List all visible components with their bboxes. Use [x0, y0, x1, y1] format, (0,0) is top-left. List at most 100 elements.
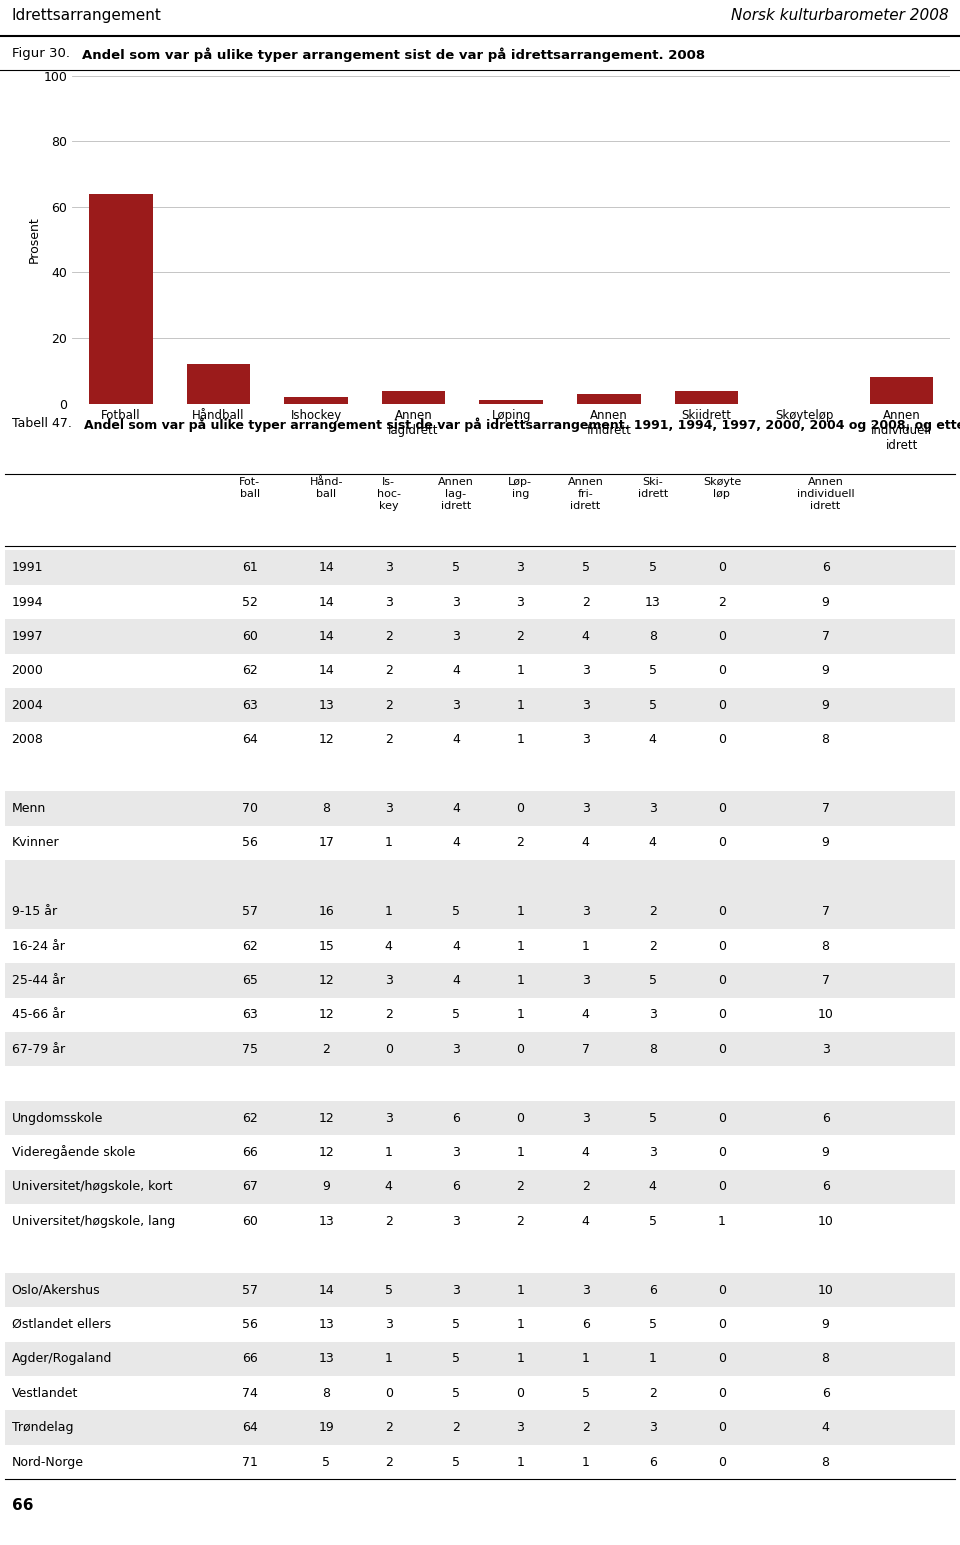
Text: 25-44 år: 25-44 år [12, 973, 64, 987]
Text: 1: 1 [516, 905, 524, 918]
Text: 6: 6 [649, 1455, 657, 1469]
Text: 1: 1 [385, 836, 393, 850]
Text: Skøyte
løp: Skøyte løp [703, 477, 741, 499]
Text: 9: 9 [822, 1318, 829, 1330]
Text: 8: 8 [822, 1455, 829, 1469]
Text: 2: 2 [385, 698, 393, 712]
Text: 3: 3 [452, 1284, 460, 1296]
Text: 13: 13 [319, 698, 334, 712]
Text: 7: 7 [582, 1043, 589, 1055]
Text: 75: 75 [242, 1043, 257, 1055]
Text: 3: 3 [582, 734, 589, 746]
Text: 14: 14 [319, 630, 334, 643]
Text: 10: 10 [818, 1009, 833, 1021]
Text: Oslo/Akershus: Oslo/Akershus [12, 1284, 100, 1296]
Text: 1: 1 [516, 1352, 524, 1366]
Text: 4: 4 [822, 1421, 829, 1434]
Text: 1: 1 [516, 973, 524, 987]
Bar [5, 620, 955, 654]
Text: 5: 5 [649, 1111, 657, 1125]
Text: 3: 3 [516, 561, 524, 575]
Text: 4: 4 [452, 836, 460, 850]
Text: Ungdomsskole: Ungdomsskole [12, 1111, 103, 1125]
Text: 0: 0 [385, 1043, 393, 1055]
Text: 2: 2 [649, 1387, 657, 1400]
Text: 8: 8 [822, 1352, 829, 1366]
Text: 5: 5 [452, 1455, 460, 1469]
Text: 2: 2 [516, 1214, 524, 1228]
Text: 4: 4 [452, 802, 460, 814]
Text: 0: 0 [718, 664, 726, 677]
Text: 2: 2 [582, 1180, 589, 1193]
Text: 57: 57 [242, 1284, 257, 1296]
Text: 3: 3 [385, 1111, 393, 1125]
Bar [5, 1170, 955, 1204]
Text: 14: 14 [319, 1284, 334, 1296]
Text: Annen
fri-
idrett: Annen fri- idrett [567, 477, 604, 511]
Text: 3: 3 [452, 630, 460, 643]
Text: Kvinner: Kvinner [12, 836, 60, 850]
Text: 5: 5 [452, 561, 460, 575]
Text: 2: 2 [385, 630, 393, 643]
Text: 1: 1 [385, 1352, 393, 1366]
Text: Ski-
idrett: Ski- idrett [637, 477, 668, 499]
Text: 45-66 år: 45-66 år [12, 1009, 64, 1021]
Bar [5, 1273, 955, 1307]
Text: 4: 4 [649, 734, 657, 746]
Text: 1: 1 [582, 1455, 589, 1469]
Text: 0: 0 [718, 836, 726, 850]
Text: 2: 2 [452, 1421, 460, 1434]
Text: 8: 8 [822, 939, 829, 953]
Text: Andel som var på ulike typer arrangement sist de var på idrettsarrangement. 2008: Andel som var på ulike typer arrangement… [82, 48, 705, 62]
Text: 70: 70 [242, 802, 257, 814]
Text: 1: 1 [385, 905, 393, 918]
Text: 6: 6 [452, 1111, 460, 1125]
Text: 0: 0 [385, 1387, 393, 1400]
Text: 4: 4 [452, 939, 460, 953]
Text: 12: 12 [319, 1009, 334, 1021]
Text: 14: 14 [319, 664, 334, 677]
Text: 5: 5 [385, 1284, 393, 1296]
Text: 1: 1 [516, 1284, 524, 1296]
Text: 5: 5 [452, 1352, 460, 1366]
Text: 7: 7 [822, 802, 829, 814]
Text: 3: 3 [649, 1421, 657, 1434]
Text: 0: 0 [718, 1318, 726, 1330]
Text: 1: 1 [516, 1318, 524, 1330]
Text: 1: 1 [649, 1352, 657, 1366]
Text: 65: 65 [242, 973, 257, 987]
Bar [5, 1032, 955, 1066]
Text: 16-24 år: 16-24 år [12, 939, 64, 953]
Text: 9: 9 [822, 664, 829, 677]
Text: 5: 5 [582, 561, 589, 575]
Text: 0: 0 [718, 630, 726, 643]
Text: 6: 6 [822, 561, 829, 575]
Text: 3: 3 [452, 595, 460, 609]
Text: Vestlandet: Vestlandet [12, 1387, 78, 1400]
Bar [5, 1411, 955, 1445]
Text: 9: 9 [822, 698, 829, 712]
Text: 0: 0 [718, 1387, 726, 1400]
Text: 0: 0 [718, 1284, 726, 1296]
Text: 5: 5 [452, 1318, 460, 1330]
Text: 0: 0 [718, 973, 726, 987]
Text: Trøndelag: Trøndelag [12, 1421, 73, 1434]
Text: 4: 4 [452, 973, 460, 987]
Text: 57: 57 [242, 905, 257, 918]
Text: 4: 4 [582, 630, 589, 643]
Text: 13: 13 [319, 1318, 334, 1330]
Text: 5: 5 [649, 1318, 657, 1330]
Text: 9: 9 [323, 1180, 330, 1193]
Text: 6: 6 [582, 1318, 589, 1330]
Text: 62: 62 [242, 664, 257, 677]
Text: 5: 5 [452, 1387, 460, 1400]
Text: 14: 14 [319, 595, 334, 609]
Text: Idrettsarrangement: Idrettsarrangement [12, 8, 161, 23]
Text: 9-15 år: 9-15 år [12, 905, 57, 918]
Text: 5: 5 [649, 561, 657, 575]
Text: 62: 62 [242, 1111, 257, 1125]
Text: 1991: 1991 [12, 561, 43, 575]
Text: 0: 0 [516, 1043, 524, 1055]
Text: 1: 1 [582, 939, 589, 953]
Text: 2: 2 [649, 905, 657, 918]
